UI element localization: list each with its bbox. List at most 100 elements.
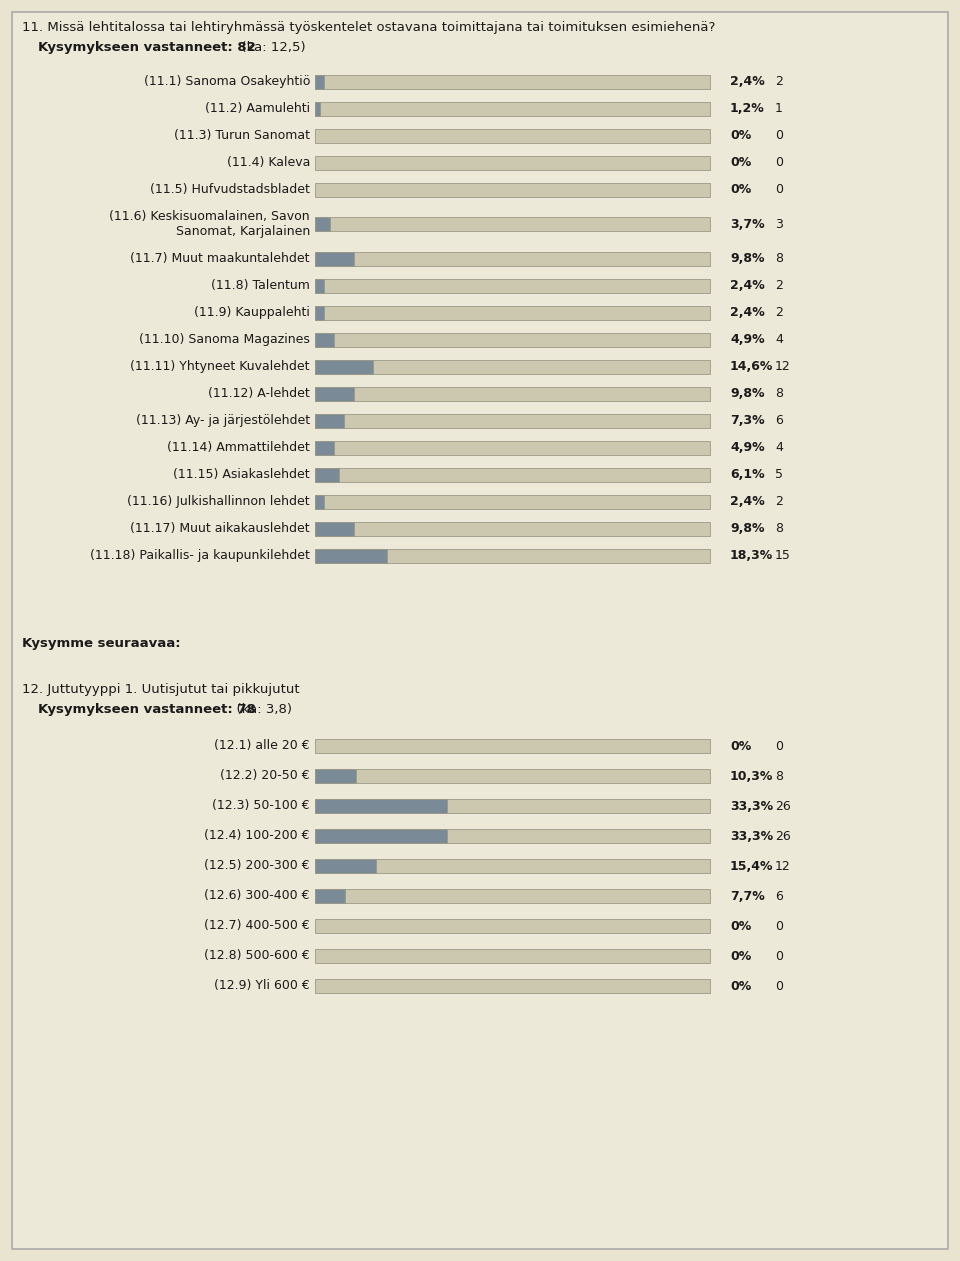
Bar — [315, 387, 710, 401]
Text: Kysymme seuraavaa:: Kysymme seuraavaa: — [22, 637, 180, 649]
Text: 33,3%: 33,3% — [730, 799, 773, 812]
Text: 1: 1 — [775, 102, 782, 115]
Text: (11.13) Ay- ja järjestölehdet: (11.13) Ay- ja järjestölehdet — [136, 414, 310, 427]
Bar — [315, 217, 329, 231]
Text: 0%: 0% — [730, 950, 752, 962]
Text: (11.9) Kauppalehti: (11.9) Kauppalehti — [194, 306, 310, 319]
Bar — [315, 305, 324, 319]
Text: 1,2%: 1,2% — [730, 102, 765, 115]
Bar — [315, 919, 710, 933]
Bar — [315, 217, 710, 231]
Text: (11.17) Muut aikakauslehdet: (11.17) Muut aikakauslehdet — [131, 522, 310, 535]
Text: (12.7) 400-500 €: (12.7) 400-500 € — [204, 919, 310, 932]
Text: 6,1%: 6,1% — [730, 468, 764, 480]
Text: 0%: 0% — [730, 739, 752, 753]
Text: 7,3%: 7,3% — [730, 414, 764, 427]
Bar — [315, 549, 710, 562]
Bar — [315, 333, 334, 347]
Text: 2: 2 — [775, 496, 782, 508]
Text: (11.14) Ammattilehdet: (11.14) Ammattilehdet — [167, 441, 310, 454]
Bar — [315, 251, 353, 266]
Text: 2: 2 — [775, 306, 782, 319]
Bar — [315, 494, 324, 508]
Bar — [315, 279, 710, 293]
Text: 8: 8 — [775, 387, 783, 400]
Text: 0: 0 — [775, 980, 783, 992]
Text: (12.2) 20-50 €: (12.2) 20-50 € — [221, 769, 310, 783]
Text: (12.1) alle 20 €: (12.1) alle 20 € — [214, 739, 310, 753]
Text: 12: 12 — [775, 860, 791, 873]
Bar — [315, 155, 710, 169]
Text: 15: 15 — [775, 549, 791, 562]
Text: (11.16) Julkishallinnon lehdet: (11.16) Julkishallinnon lehdet — [128, 496, 310, 508]
Text: 26: 26 — [775, 830, 791, 842]
Text: 8: 8 — [775, 769, 783, 783]
Bar — [315, 468, 710, 482]
Text: 9,8%: 9,8% — [730, 522, 764, 535]
Text: (11.1) Sanoma Osakeyhtiö: (11.1) Sanoma Osakeyhtiö — [144, 74, 310, 88]
Bar — [315, 101, 320, 116]
Bar — [315, 74, 324, 88]
Text: (11.15) Asiakaslehdet: (11.15) Asiakaslehdet — [174, 468, 310, 480]
Bar — [315, 799, 710, 813]
Bar — [315, 333, 710, 347]
Bar — [315, 414, 710, 427]
Text: (11.12) A-lehdet: (11.12) A-lehdet — [208, 387, 310, 400]
Text: (ka: 12,5): (ka: 12,5) — [233, 42, 305, 54]
Text: 0%: 0% — [730, 129, 752, 142]
Bar — [315, 859, 375, 873]
Text: 6: 6 — [775, 414, 782, 427]
Bar — [315, 494, 710, 508]
Bar — [315, 549, 387, 562]
Text: Kysymykseen vastanneet: 82: Kysymykseen vastanneet: 82 — [38, 42, 255, 54]
Bar — [315, 440, 710, 454]
Text: 9,8%: 9,8% — [730, 387, 764, 400]
Bar — [315, 889, 346, 903]
Text: 2: 2 — [775, 74, 782, 88]
Text: 2,4%: 2,4% — [730, 74, 765, 88]
Text: 2,4%: 2,4% — [730, 279, 765, 293]
Text: 9,8%: 9,8% — [730, 252, 764, 265]
Text: 12: 12 — [775, 359, 791, 373]
Bar — [315, 183, 710, 197]
Bar — [315, 101, 710, 116]
Bar — [315, 468, 339, 482]
Text: (11.5) Hufvudstadsbladet: (11.5) Hufvudstadsbladet — [150, 183, 310, 195]
Text: 5: 5 — [775, 468, 783, 480]
Bar — [315, 387, 353, 401]
Text: 33,3%: 33,3% — [730, 830, 773, 842]
Bar — [315, 440, 334, 454]
Bar — [315, 828, 446, 844]
Text: 18,3%: 18,3% — [730, 549, 773, 562]
Text: 7,7%: 7,7% — [730, 889, 765, 903]
Text: 8: 8 — [775, 252, 783, 265]
Bar — [315, 251, 710, 266]
Bar — [315, 979, 710, 992]
Text: 8: 8 — [775, 522, 783, 535]
Bar — [315, 74, 710, 88]
Text: (11.8) Talentum: (11.8) Talentum — [211, 279, 310, 293]
Bar — [315, 522, 710, 536]
Text: (11.10) Sanoma Magazines: (11.10) Sanoma Magazines — [139, 333, 310, 346]
Text: 26: 26 — [775, 799, 791, 812]
Bar — [315, 769, 710, 783]
Text: 0: 0 — [775, 950, 783, 962]
Text: 0: 0 — [775, 919, 783, 932]
Bar — [315, 889, 710, 903]
Text: (12.5) 200-300 €: (12.5) 200-300 € — [204, 860, 310, 873]
Text: 2: 2 — [775, 279, 782, 293]
Text: 6: 6 — [775, 889, 782, 903]
Text: 4,9%: 4,9% — [730, 333, 764, 346]
Text: 0%: 0% — [730, 980, 752, 992]
Text: (12.6) 300-400 €: (12.6) 300-400 € — [204, 889, 310, 903]
Text: 15,4%: 15,4% — [730, 860, 774, 873]
Text: 0: 0 — [775, 156, 783, 169]
Text: 10,3%: 10,3% — [730, 769, 774, 783]
Bar — [315, 359, 372, 373]
Text: 3,7%: 3,7% — [730, 217, 764, 231]
Text: (11.2) Aamulehti: (11.2) Aamulehti — [204, 102, 310, 115]
Text: 2,4%: 2,4% — [730, 496, 765, 508]
Text: 0: 0 — [775, 129, 783, 142]
Text: 4: 4 — [775, 333, 782, 346]
Text: (11.6) Keskisuomalainen, Savon: (11.6) Keskisuomalainen, Savon — [109, 211, 310, 223]
